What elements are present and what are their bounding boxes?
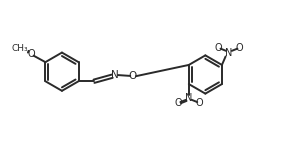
Text: O: O: [128, 71, 137, 81]
Text: N: N: [110, 70, 118, 80]
Text: O: O: [28, 49, 35, 59]
Text: O: O: [174, 98, 182, 108]
Text: N: N: [225, 48, 233, 58]
Text: O: O: [236, 43, 243, 53]
Text: N: N: [185, 93, 193, 103]
Text: O: O: [196, 98, 203, 108]
Text: O: O: [214, 43, 222, 53]
Text: CH₃: CH₃: [11, 44, 28, 53]
